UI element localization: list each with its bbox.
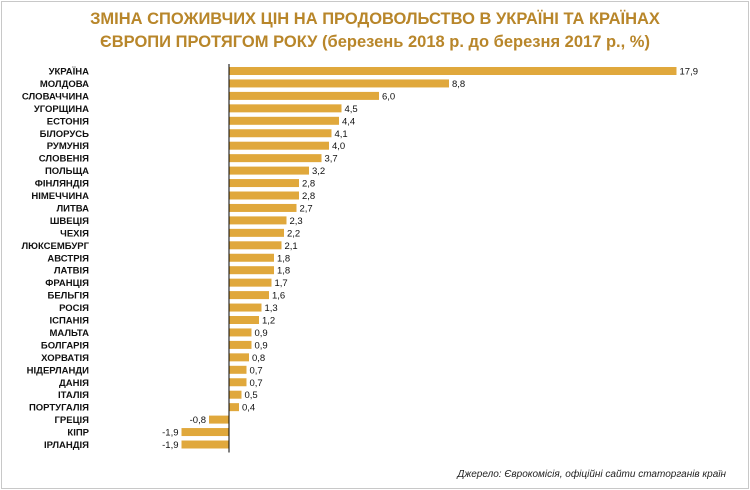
value-label: 1,6 [272,291,285,302]
value-label: 4,5 [345,104,358,115]
bar [181,428,229,437]
value-label: 0,5 [245,390,258,401]
value-label: 4,4 [342,116,355,127]
value-label: 2,2 [287,228,300,239]
value-label: 1,8 [277,253,290,264]
value-label: 2,7 [300,203,313,214]
value-label: 8,8 [452,79,465,90]
value-label: 0,8 [252,353,265,364]
bar [229,328,252,337]
bar [209,415,229,424]
category-label: ГРЕЦІЯ [55,415,90,426]
value-label: 0,7 [250,378,263,389]
source-note: Джерело: Єврокомісія, офіційні сайти ста… [457,469,726,480]
bar [229,129,332,138]
category-label: ШВЕЦІЯ [50,216,89,227]
bar [229,166,309,175]
bar [229,79,449,88]
category-label: МАЛЬТА [50,328,90,339]
bar [229,365,247,374]
bar [229,241,282,250]
category-label: ХОРВАТІЯ [41,353,89,364]
bar [229,203,297,212]
bar [229,378,247,387]
category-label: ПОРТУГАЛІЯ [29,403,89,414]
value-label: 2,8 [302,191,315,202]
category-label: ЛИТВА [56,203,89,214]
category-label: АВСТРІЯ [47,253,89,264]
category-label: ІТАЛІЯ [58,390,89,401]
value-label: 0,7 [250,365,263,376]
bar [229,353,249,362]
value-label: 6,0 [382,91,395,102]
category-label: ЧЕХІЯ [60,228,89,239]
category-label: НІМЕЧЧИНА [31,191,89,202]
bar [229,154,322,163]
chart-title-line-2: ЄВРОПИ ПРОТЯГОМ РОКУ (березень 2018 р. д… [100,33,650,51]
category-label: ПОЛЬЩА [45,166,89,177]
bar [229,216,287,225]
category-label: БЕЛЬГІЯ [47,291,89,302]
value-label: 4,1 [335,129,348,140]
value-label: 2,1 [285,241,298,252]
category-label: СЛОВАЧЧИНА [22,91,89,102]
bar [229,179,299,188]
value-label: 4,0 [332,141,345,152]
category-label: СЛОВЕНІЯ [39,154,89,165]
category-label: УГОРЩИНА [34,104,89,115]
bar [229,228,284,237]
bar [229,278,272,287]
value-label: 1,3 [265,303,278,314]
value-label: -0,8 [190,415,206,426]
value-label: 0,9 [255,328,268,339]
category-label: ІРЛАНДІЯ [44,440,89,451]
category-label: МОЛДОВА [40,79,89,90]
bar [229,291,269,300]
bar [229,67,677,75]
category-label: НІДЕРЛАНДИ [27,365,89,376]
value-label: 1,8 [277,266,290,277]
bar [229,390,242,399]
value-label: 0,9 [255,340,268,351]
chart-title-line-1: ЗМІНА СПОЖИВЧИХ ЦІН НА ПРОДОВОЛЬСТВО В У… [90,10,660,28]
category-label: БІЛОРУСЬ [40,129,90,140]
bar [229,340,252,349]
category-label: ЛАТВІЯ [54,266,89,277]
category-label: КІПР [67,428,89,439]
bar [229,104,342,113]
category-label: ФРАНЦІЯ [45,278,89,289]
bar [229,303,262,312]
bar [229,266,274,275]
value-label: 1,2 [262,316,275,327]
category-label: БОЛГАРІЯ [41,340,89,351]
value-label: 1,7 [275,278,288,289]
value-label: -1,9 [162,440,178,451]
bar [229,116,339,125]
bar [229,191,299,200]
value-label: 0,4 [242,403,255,414]
value-label: 3,2 [312,166,325,177]
bar [229,141,329,150]
category-label: РОСІЯ [59,303,89,314]
category-label: ФІНЛЯНДІЯ [35,179,89,190]
value-label: 17,9 [680,67,699,78]
value-label: 2,8 [302,179,315,190]
category-label: ІСПАНІЯ [49,316,89,327]
bar [229,316,259,324]
category-label: УКРАЇНА [49,67,90,78]
value-label: 2,3 [290,216,303,227]
bar [229,253,274,262]
bar [229,91,379,100]
value-label: -1,9 [162,428,178,439]
category-label: ЛЮКСЕМБУРГ [22,241,90,252]
category-label: РУМУНІЯ [47,141,89,152]
category-label: ДАНІЯ [59,378,89,389]
bar [181,440,229,449]
bar [229,403,239,412]
category-label: ЕСТОНІЯ [47,116,89,127]
value-label: 3,7 [325,154,338,165]
